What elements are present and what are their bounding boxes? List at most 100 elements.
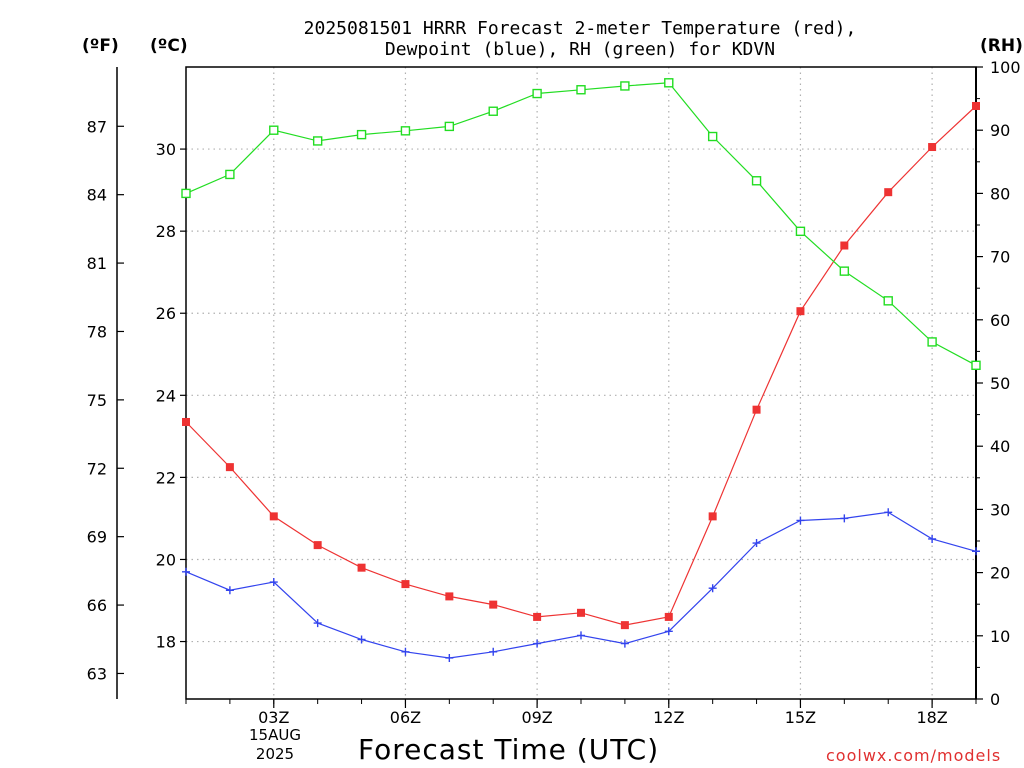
fahrenheit-tick-label: 87 [87,117,107,136]
temperature-point [664,612,673,621]
temperature-point [752,405,761,414]
celsius-tick-label: 20 [156,550,176,569]
rh-tick-label: 50 [990,374,1010,393]
celsius-tick-label: 24 [156,386,176,405]
temperature-point [840,241,849,250]
dewpoint-point [313,619,322,628]
celsius-tick-label: 30 [156,140,176,159]
temperature-point [620,621,629,630]
dewpoint-point [577,631,585,640]
fahrenheit-unit-label: (ºF) [82,36,119,56]
temperature-point [884,188,893,197]
rh-point [620,81,630,91]
dewpoint-point [840,514,849,523]
rh-line [185,82,977,366]
dewpoint-point [225,586,234,595]
dewpoint-point [489,647,498,656]
dewpoint-point [664,627,673,636]
x-tick-label: 15Z [785,708,816,727]
x-tick-label: 09Z [521,708,552,727]
temperature-point [313,541,322,550]
rh-point [312,136,323,146]
rh-tick-label: 20 [990,564,1010,583]
fahrenheit-tick-label: 75 [87,391,107,410]
rh-tick-label: 90 [990,121,1010,140]
dewpoint-point [752,539,761,548]
rh-point [751,176,762,186]
dewpoint-point [269,578,278,587]
celsius-tick-label: 28 [156,222,176,241]
dewpoint-point [884,508,893,517]
fahrenheit-tick-label: 84 [87,186,107,205]
fahrenheit-tick-label: 78 [87,322,107,341]
rh-point [576,85,586,95]
rh-point [664,78,674,88]
rh-point [971,360,981,371]
rh-point [532,88,542,99]
rh-tick-label: 0 [990,690,1000,709]
fahrenheit-tick-label: 81 [87,254,107,273]
x-tick-label: 03Z [258,708,289,727]
temperature-point [928,143,937,152]
rh-point [839,266,850,276]
celsius-tick-label: 22 [156,468,176,487]
temperature-point [577,608,585,617]
rh-tick-label: 30 [990,500,1010,519]
temperature-point [401,580,410,589]
fahrenheit-tick-label: 66 [87,596,107,615]
celsius-unit-label: (ºC) [150,36,188,56]
rh-tick-label: 40 [990,437,1010,456]
x-axis-title: Forecast Time (UTC) [358,733,660,766]
dewpoint-point [972,547,980,556]
dewpoint-point [533,639,542,648]
rh-point [883,296,893,306]
x-tick-label: 06Z [390,708,421,727]
temperature-line [185,105,977,626]
x-tick-label: 12Z [653,708,684,727]
rh-point [444,121,455,132]
chart-title-line-2: Dewpoint (blue), RH (green) for KDVN [384,39,776,60]
rh-tick-label: 70 [990,248,1010,267]
rh-point [488,106,498,116]
temperature-point [533,612,542,621]
rh-tick-label: 60 [990,311,1010,330]
rh-point [927,337,937,347]
fahrenheit-tick-label: 72 [87,459,107,478]
chart-title-line-1: 2025081501 HRRR Forecast 2-meter Tempera… [303,18,857,39]
dewpoint-point [928,534,937,543]
dewpoint-point [357,635,366,644]
dewpoint-point [445,653,454,662]
rh-point [707,131,718,142]
x-tick-label: 18Z [916,708,947,727]
rh-point [181,188,191,199]
temperature-point [972,101,980,110]
plot-frame [185,66,977,700]
dewpoint-point [401,647,410,656]
date-day-label: 15AUG [249,726,301,744]
temperature-point [796,307,805,316]
rh-unit-label: (RH) [980,36,1023,56]
fahrenheit-tick-label: 63 [87,664,107,683]
temperature-point [182,417,190,426]
rh-tick-label: 100 [990,58,1021,77]
rh-tick-label: 10 [990,627,1010,646]
fahrenheit-tick-label: 69 [87,528,107,547]
celsius-tick-label: 18 [156,633,176,652]
temperature-point [225,463,234,472]
temperature-point [489,600,498,609]
celsius-tick-label: 26 [156,304,176,323]
dewpoint-point [708,584,717,593]
rh-tick-label: 80 [990,184,1010,203]
temperature-point [708,512,717,521]
dewpoint-point [796,516,805,525]
dewpoint-point [182,567,190,576]
rh-point [356,129,367,140]
rh-point [795,226,806,237]
temperature-point [269,512,278,521]
rh-point [269,125,279,135]
dewpoint-point [620,639,629,648]
date-year-label: 2025 [255,745,295,763]
site-credit: coolwx.com/models [826,746,1002,765]
rh-point [400,126,411,136]
